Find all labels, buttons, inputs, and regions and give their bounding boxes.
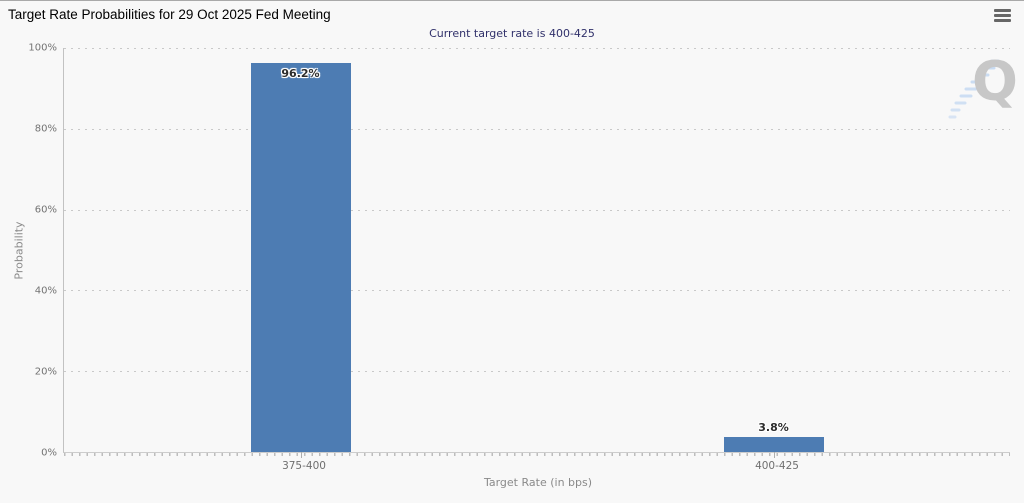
menu-bar <box>994 9 1011 12</box>
gridline <box>64 371 1010 373</box>
y-tick-label: 40% <box>34 285 57 297</box>
hamburger-menu-icon[interactable] <box>994 8 1011 23</box>
y-axis-title: Probability <box>12 221 26 280</box>
bar-value-label: 3.8% <box>758 420 789 434</box>
bar-slot-400-425: 3.8% <box>723 48 824 452</box>
menu-bar <box>994 14 1011 17</box>
chart-title: Target Rate Probabilities for 29 Oct 202… <box>8 7 331 22</box>
y-tick-label: 80% <box>34 123 57 135</box>
y-tick-label: 0% <box>41 447 57 459</box>
plot-area: 96.2% 3.8% <box>63 48 1010 458</box>
x-axis-tick <box>773 452 775 458</box>
x-axis-minor-ticks <box>64 453 1010 456</box>
x-axis-tick <box>300 452 302 458</box>
gridline <box>64 209 1010 211</box>
bar-slot-375-400: 96.2% <box>250 48 351 452</box>
y-tick-label: 60% <box>34 204 57 216</box>
x-category-label: 375-400 <box>282 460 326 472</box>
gridline <box>64 290 1010 292</box>
bar-value-label: 96.2% <box>281 67 320 81</box>
menu-bar <box>994 19 1011 22</box>
gridline <box>64 48 1010 49</box>
chart-subtitle: Current target rate is 400-425 <box>429 27 595 40</box>
bar-375-400[interactable] <box>250 63 351 452</box>
x-category-label: 400-425 <box>755 460 799 472</box>
gridline <box>64 128 1010 130</box>
x-axis-title: Target Rate (in bps) <box>483 476 593 489</box>
y-tick-label: 100% <box>28 42 57 54</box>
bar-400-425[interactable] <box>723 436 824 452</box>
y-tick-label: 20% <box>34 366 57 378</box>
